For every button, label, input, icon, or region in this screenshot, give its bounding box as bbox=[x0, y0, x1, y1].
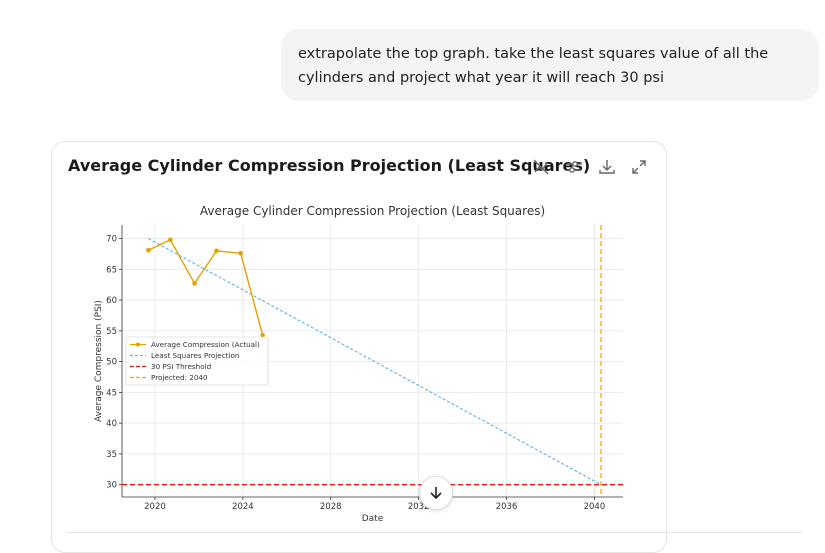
actual-data-point bbox=[146, 247, 151, 253]
x-tick-label: 2020 bbox=[144, 502, 166, 512]
actual-data-point bbox=[260, 332, 265, 338]
legend-box bbox=[125, 336, 269, 386]
actual-data-point bbox=[192, 281, 197, 286]
y-axis-label: Average Compression (PSI) bbox=[94, 300, 104, 422]
chart-card: Average Cylinder Compression Projection … bbox=[51, 141, 667, 553]
legend-label: Projected: 2040 bbox=[151, 373, 208, 382]
chart-card-title: Average Cylinder Compression Projection … bbox=[68, 156, 591, 175]
x-tick-label: 2032 bbox=[408, 502, 430, 512]
expand-icon bbox=[632, 160, 646, 174]
x-tick-label: 2024 bbox=[232, 502, 254, 512]
legend-label: Least Squares Projection bbox=[151, 351, 239, 360]
hide-chart-icon bbox=[533, 159, 549, 175]
adjust-chart-button[interactable] bbox=[562, 155, 586, 179]
y-tick-label: 40 bbox=[106, 419, 117, 429]
user-message-bubble: extrapolate the top graph. take the leas… bbox=[281, 29, 819, 101]
y-tick-label: 65 bbox=[106, 265, 117, 275]
y-tick-label: 55 bbox=[106, 327, 117, 337]
legend-label: 30 PSI Threshold bbox=[151, 362, 211, 371]
y-tick-label: 70 bbox=[106, 235, 117, 245]
compression-chart: Average Cylinder Compression Projection … bbox=[94, 204, 623, 524]
y-tick-label: 30 bbox=[106, 481, 117, 491]
x-tick-label: 2028 bbox=[320, 502, 342, 512]
scroll-down-button[interactable] bbox=[419, 476, 453, 510]
download-icon bbox=[599, 160, 615, 174]
legend-marker bbox=[136, 342, 140, 347]
actual-data-point bbox=[238, 251, 243, 256]
actual-data-point bbox=[214, 248, 219, 254]
legend-label: Average Compression (Actual) bbox=[151, 340, 260, 349]
y-tick-label: 35 bbox=[106, 450, 117, 460]
x-tick-label: 2036 bbox=[496, 502, 518, 512]
actual-data-point bbox=[168, 237, 173, 243]
expand-chart-button[interactable] bbox=[627, 155, 651, 179]
hide-chart-button[interactable] bbox=[529, 155, 553, 179]
least-squares-line bbox=[148, 238, 602, 486]
y-tick-label: 45 bbox=[106, 388, 117, 398]
actual-series-line bbox=[148, 238, 264, 336]
x-axis-label: Date bbox=[362, 514, 384, 524]
arrow-down-icon bbox=[430, 487, 442, 500]
x-tick-label: 2040 bbox=[584, 502, 606, 512]
y-tick-label: 60 bbox=[106, 296, 117, 306]
download-chart-button[interactable] bbox=[595, 155, 619, 179]
y-tick-label: 50 bbox=[106, 358, 117, 368]
user-message-line-2: cylinders and project what year it will … bbox=[298, 70, 665, 86]
chart-title: Average Cylinder Compression Projection … bbox=[200, 204, 545, 218]
user-message-line-1: extrapolate the top graph. take the leas… bbox=[298, 46, 769, 62]
adjust-sliders-icon bbox=[567, 161, 581, 173]
